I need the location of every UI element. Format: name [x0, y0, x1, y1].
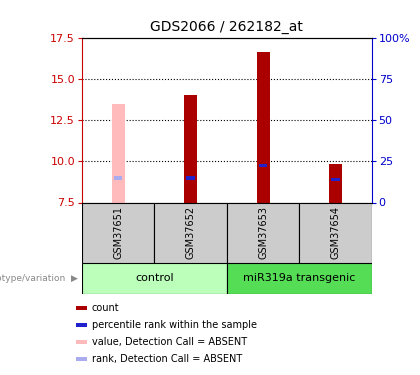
- Title: GDS2066 / 262182_at: GDS2066 / 262182_at: [150, 20, 303, 34]
- Bar: [76, 340, 87, 344]
- Text: GSM37654: GSM37654: [331, 206, 341, 259]
- Bar: [76, 357, 87, 361]
- Text: genotype/variation  ▶: genotype/variation ▶: [0, 274, 78, 283]
- Bar: [259, 164, 268, 167]
- Bar: [184, 95, 197, 202]
- Text: GSM37651: GSM37651: [113, 206, 123, 259]
- Bar: [76, 306, 87, 310]
- Text: GSM37652: GSM37652: [186, 206, 196, 259]
- Text: rank, Detection Call = ABSENT: rank, Detection Call = ABSENT: [92, 354, 242, 364]
- Bar: [114, 176, 123, 180]
- Text: count: count: [92, 303, 119, 313]
- Text: GSM37653: GSM37653: [258, 206, 268, 259]
- Bar: [257, 53, 270, 202]
- Bar: [329, 164, 342, 202]
- Text: percentile rank within the sample: percentile rank within the sample: [92, 320, 257, 330]
- Bar: [82, 202, 155, 262]
- Bar: [155, 202, 227, 262]
- Bar: [299, 202, 372, 262]
- Text: control: control: [135, 273, 173, 284]
- Bar: [82, 262, 227, 294]
- Bar: [112, 104, 125, 202]
- Bar: [331, 178, 340, 181]
- Text: value, Detection Call = ABSENT: value, Detection Call = ABSENT: [92, 337, 247, 347]
- Bar: [227, 262, 372, 294]
- Bar: [186, 176, 195, 180]
- Bar: [227, 202, 299, 262]
- Bar: [76, 323, 87, 327]
- Text: miR319a transgenic: miR319a transgenic: [243, 273, 355, 284]
